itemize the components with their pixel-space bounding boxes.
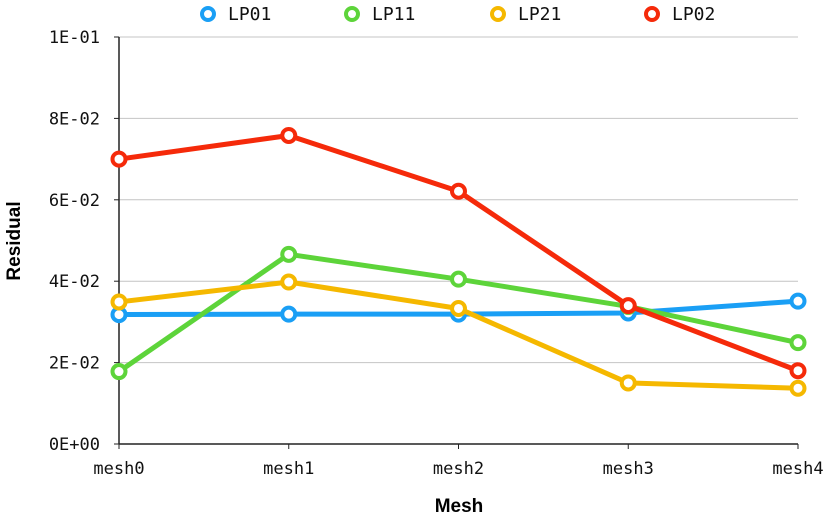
data-point-lp11 bbox=[110, 363, 128, 381]
x-tick-labels: mesh0 mesh1 mesh2 mesh3 mesh4 bbox=[93, 444, 824, 479]
legend-label-lp01: LP01 bbox=[228, 4, 271, 25]
data-point-lp21 bbox=[789, 379, 807, 397]
data-point-lp01 bbox=[789, 292, 807, 310]
x-axis-title: Mesh bbox=[435, 496, 484, 517]
x-tick-label: mesh1 bbox=[263, 459, 314, 479]
data-point-lp02 bbox=[280, 126, 298, 144]
legend-marker-lp21 bbox=[490, 6, 506, 22]
legend-label-lp02: LP02 bbox=[672, 4, 715, 25]
series-line-lp02 bbox=[116, 132, 801, 374]
legend-label-lp11: LP11 bbox=[372, 4, 415, 25]
y-tick-label: 2E-02 bbox=[49, 354, 100, 374]
y-tick-label: 8E-02 bbox=[49, 109, 100, 129]
data-point-lp21 bbox=[619, 374, 637, 392]
data-point-lp02 bbox=[619, 297, 637, 315]
legend-marker-lp02 bbox=[644, 6, 660, 22]
legend-marker-lp01 bbox=[200, 6, 216, 22]
data-point-lp21 bbox=[110, 293, 128, 311]
x-tick-label: mesh3 bbox=[603, 459, 654, 479]
data-point-lp02 bbox=[110, 150, 128, 168]
data-point-lp11 bbox=[789, 334, 807, 352]
series-line-lp21 bbox=[116, 279, 801, 391]
y-tick-label: 0E+00 bbox=[49, 435, 100, 455]
x-tick-label: mesh4 bbox=[772, 459, 823, 479]
data-point-lp21 bbox=[280, 273, 298, 291]
data-point-lp11 bbox=[280, 245, 298, 263]
y-tick-label: 6E-02 bbox=[49, 191, 100, 211]
y-tick-label: 1E-01 bbox=[49, 28, 100, 48]
legend-marker-lp11 bbox=[344, 6, 360, 22]
legend: LP01 LP11 LP21 LP02 bbox=[200, 4, 715, 25]
data-point-lp21 bbox=[450, 299, 467, 317]
x-tick-label: mesh2 bbox=[433, 459, 484, 479]
y-tick-labels: 0E+00 2E-02 4E-02 6E-02 8E-02 1E-01 bbox=[49, 28, 100, 455]
y-axis-title: Residual bbox=[4, 201, 25, 280]
data-point-lp02 bbox=[450, 182, 467, 200]
data-point-lp11 bbox=[450, 270, 467, 288]
gridlines bbox=[114, 36, 798, 445]
data-point-lp02 bbox=[789, 362, 807, 380]
legend-label-lp21: LP21 bbox=[518, 4, 561, 25]
y-tick-label: 4E-02 bbox=[49, 272, 100, 292]
x-tick-label: mesh0 bbox=[93, 459, 144, 479]
data-point-lp01 bbox=[280, 305, 298, 323]
series-group bbox=[110, 126, 807, 397]
